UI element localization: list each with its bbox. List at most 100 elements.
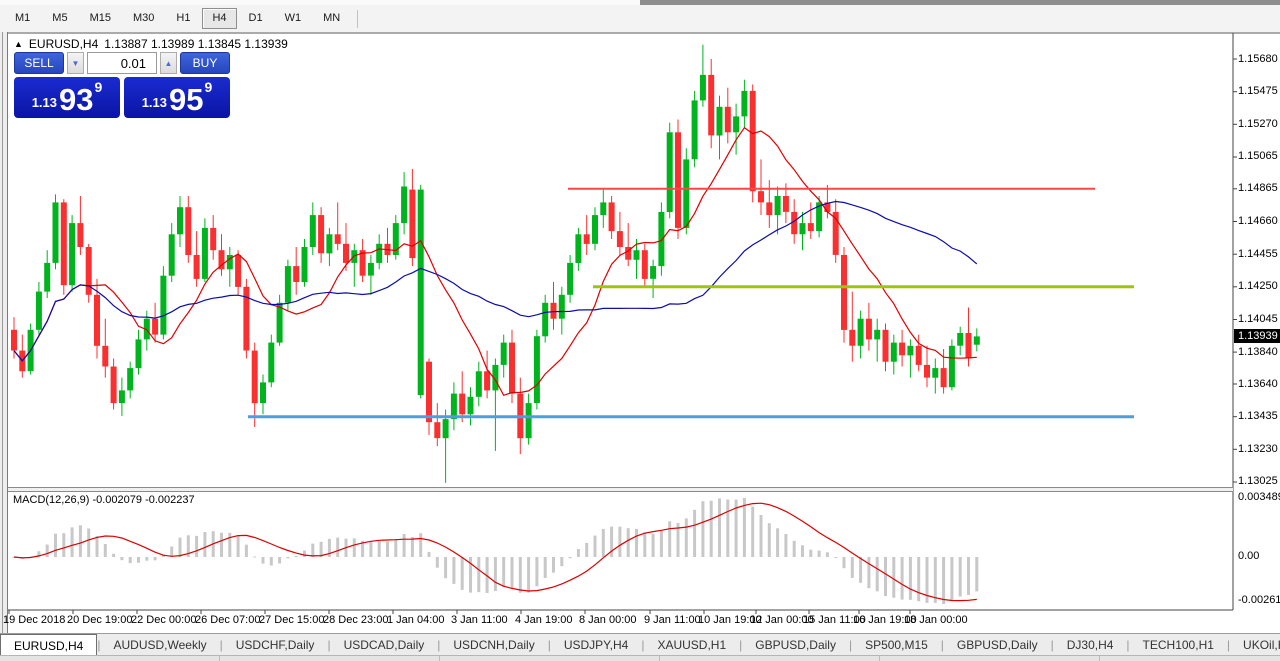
macd-bar: [668, 521, 672, 557]
candle-body: [284, 266, 291, 303]
candle-body: [135, 339, 142, 369]
candle-body: [52, 202, 59, 263]
chart-tab-gbpusd-daily[interactable]: GBPUSD,Daily: [956, 638, 1038, 652]
macd-bar: [386, 541, 389, 557]
macd-bar: [842, 557, 846, 569]
volume-increase-button[interactable]: ▲: [160, 52, 177, 74]
timeframe-button-d1[interactable]: D1: [248, 12, 263, 24]
current-price-tag: 1.13939: [1234, 329, 1280, 343]
timeframe-button-mn[interactable]: MN: [323, 12, 341, 24]
macd-bar: [776, 528, 780, 557]
macd-tick-bottom: -0.002617: [1238, 594, 1280, 606]
macd-bar: [435, 557, 439, 568]
candle-body: [301, 247, 308, 283]
macd-tick-top: 0.003489: [1238, 491, 1280, 503]
chart-tab-sp500-m15[interactable]: SP500,M15: [865, 638, 928, 652]
macd-bar: [693, 509, 697, 557]
timeframe-button-m30[interactable]: M30: [132, 12, 155, 24]
candle-body: [849, 329, 856, 346]
macd-bar: [70, 527, 74, 557]
chart-tab-tech100-h1[interactable]: TECH100,H1: [1142, 638, 1214, 652]
candle-body: [226, 255, 233, 270]
tab-divider: |: [940, 638, 944, 652]
macd-bar: [327, 538, 331, 557]
status-strip: [0, 655, 1280, 661]
chart-tab-xauusd-h1[interactable]: XAUUSD,H1: [657, 638, 727, 652]
macd-bar: [319, 541, 323, 557]
chart-tab-usdcad-daily[interactable]: USDCAD,Daily: [343, 638, 425, 652]
volume-input[interactable]: 0.01: [87, 52, 157, 74]
macd-bar: [560, 557, 564, 567]
candle-body: [691, 100, 698, 160]
macd-bar: [45, 544, 49, 557]
macd-bar: [361, 540, 365, 557]
price-tick-label: 1.15270: [1238, 118, 1278, 130]
chart-tab-dj30-h4[interactable]: DJ30,H4: [1066, 638, 1114, 652]
macd-bar: [244, 544, 248, 557]
sell-quote[interactable]: 1.13 93 9: [14, 77, 120, 118]
chart-tab-ukoil-h1[interactable]: UKOil,H1: [1243, 638, 1280, 652]
sell-button[interactable]: SELL: [14, 52, 64, 74]
candle-body: [450, 393, 457, 420]
candle-body: [268, 342, 275, 383]
candle-body: [201, 227, 208, 279]
pane-splitter[interactable]: [8, 487, 1233, 492]
candle-body: [641, 250, 648, 279]
candle-body: [193, 255, 200, 279]
candle-body: [616, 231, 623, 247]
candle-body: [177, 207, 183, 235]
tab-divider: |: [437, 638, 441, 652]
volume-decrease-button[interactable]: ▼: [67, 52, 84, 74]
macd-bar: [220, 532, 223, 557]
macd-bar: [394, 539, 398, 557]
macd-bar: [734, 499, 738, 557]
macd-bar: [543, 557, 547, 578]
candle-body: [965, 333, 972, 359]
candle-body: [459, 393, 466, 415]
candle-body: [218, 250, 225, 270]
candle-body: [143, 318, 150, 340]
buy-button[interactable]: BUY: [180, 52, 230, 74]
price-tick-label: 1.13640: [1238, 378, 1278, 390]
candle-body: [260, 382, 266, 404]
chart-tab-gbpusd-daily[interactable]: GBPUSD,Daily: [755, 638, 836, 652]
price-tick-label: 1.14045: [1238, 313, 1278, 325]
chart-tab-audusd-weekly[interactable]: AUDUSD,Weekly: [113, 638, 207, 652]
price-tick-label: 1.14865: [1238, 182, 1278, 194]
macd-bar: [684, 518, 688, 557]
timeframe-button-h1[interactable]: H1: [176, 12, 191, 24]
candle-body: [293, 266, 300, 282]
timeframe-button-m1[interactable]: M1: [15, 12, 31, 24]
macd-bar: [37, 551, 41, 557]
chart-tab-usdchf-daily[interactable]: USDCHF,Daily: [235, 638, 315, 652]
macd-bar: [112, 553, 116, 557]
timeframe-button-h4[interactable]: H4: [202, 8, 237, 29]
macd-bar: [369, 541, 373, 557]
chart-tab-usdcnh-daily[interactable]: USDCNH,Daily: [453, 638, 535, 652]
time-tick-label: 19 Dec 2018: [3, 614, 66, 626]
candle-body: [874, 329, 881, 340]
tab-divider: |: [739, 638, 743, 652]
timeframe-button-m5[interactable]: M5: [52, 12, 68, 24]
macd-bar: [958, 557, 962, 597]
macd-bar: [834, 557, 838, 558]
chart-symbol: EURUSD,H4: [28, 37, 99, 51]
macd-bar: [377, 540, 381, 557]
candle-body: [409, 189, 416, 259]
time-tick-label: 12 Jan 00:00: [750, 614, 814, 626]
chart-tab-usdjpy-h4[interactable]: USDJPY,H4: [563, 638, 629, 652]
candle-body: [85, 247, 92, 295]
time-tick-label: 3 Jan 11:00: [451, 614, 508, 626]
macd-bar: [253, 556, 257, 558]
macd-bar: [278, 557, 282, 564]
timeframe-button-w1[interactable]: W1: [284, 12, 302, 24]
collapse-arrow-icon[interactable]: ▲: [14, 38, 23, 49]
time-tick-label: 1 Jan 04:00: [387, 614, 445, 626]
macd-bar: [626, 528, 630, 557]
buy-quote[interactable]: 1.13 95 9: [124, 77, 230, 118]
macd-bar: [178, 537, 182, 557]
candle-body: [733, 116, 740, 133]
timeframe-button-m15[interactable]: M15: [89, 12, 111, 24]
chart-tab-eurusd-h4[interactable]: EURUSD,H4: [0, 634, 98, 656]
